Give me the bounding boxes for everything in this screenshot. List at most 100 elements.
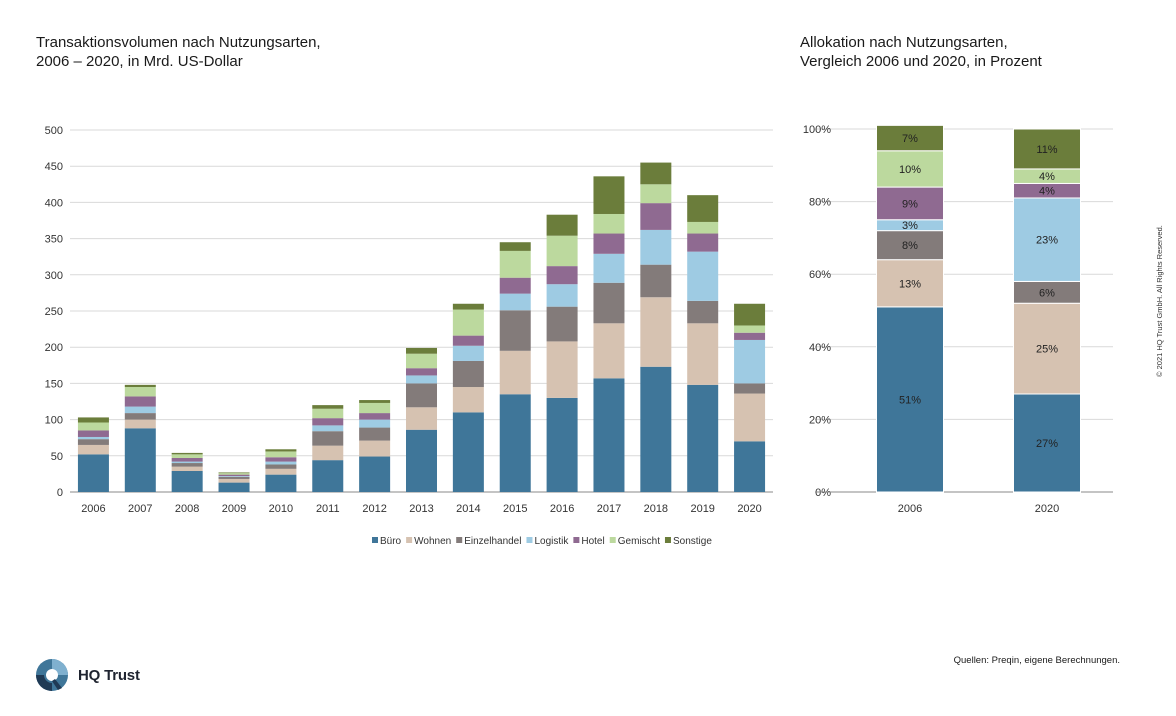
x-tick-label: 2014 — [456, 503, 480, 515]
bar-gemischt-2016 — [546, 235, 578, 267]
stacked-bar-chart-volume: 0 50 100 150 200 250 300 350 400 450 500 2006 2007 20… — [45, 125, 773, 547]
bar-wohnen-2008 — [171, 466, 203, 472]
x-tick-label: 2016 — [550, 503, 574, 515]
data-label-einzelhandel-2006: 8% — [902, 240, 918, 252]
data-label-gemischt-2020: 4% — [1039, 171, 1055, 183]
y-tick-label: 350 — [45, 234, 63, 246]
y-tick-label: 200 — [45, 342, 63, 354]
bar-logistik-2009 — [218, 476, 250, 477]
bar-logistik-2016 — [546, 284, 578, 307]
bar-sonstige-2020 — [1013, 128, 1081, 170]
y-tick-label: 100% — [803, 124, 831, 136]
legend-swatch-einzelhandel — [456, 537, 463, 543]
legend-label-gemischt: Gemischt — [618, 536, 660, 547]
data-label-logistik-2006: 3% — [902, 220, 918, 232]
bar-büro-2012 — [359, 456, 391, 492]
bar-sonstige-2016 — [546, 214, 578, 236]
bar-gemischt-2013 — [406, 353, 437, 369]
bar-büro-2006 — [876, 306, 944, 493]
y-tick-label: 450 — [45, 161, 63, 173]
chart-title-left: Transaktionsvolumen nach Nutzungsarten, … — [36, 33, 496, 71]
bar-hotel-2014 — [452, 335, 484, 346]
legend-swatch-wohnen — [406, 537, 413, 543]
bar-sonstige-2009 — [218, 472, 250, 474]
legend-label-hotel: Hotel — [581, 536, 604, 547]
bar-einzelhandel-2013 — [406, 383, 437, 408]
data-label-wohnen-2006: 13% — [899, 278, 921, 290]
legend-swatch-hotel — [573, 537, 580, 543]
bar-sonstige-2017 — [593, 176, 625, 214]
bar-hotel-2017 — [593, 233, 625, 254]
y-tick-label: 40% — [809, 342, 831, 354]
bar-büro-2015 — [499, 394, 531, 492]
bar-wohnen-2012 — [359, 440, 391, 457]
bar-einzelhandel-2006 — [876, 230, 944, 261]
data-label-sonstige-2006: 7% — [902, 133, 918, 145]
x-tick-label: 2018 — [644, 503, 668, 515]
chart-title-left-line1: Transaktionsvolumen nach Nutzungsarten, — [36, 34, 321, 51]
y-tick-label: 60% — [809, 269, 831, 281]
legend-label-büro: Büro — [380, 536, 402, 547]
source-note: Quellen: Preqin, eigene Berechnungen. — [953, 655, 1120, 666]
bar-büro-2014 — [452, 412, 484, 492]
bar-einzelhandel-2008 — [171, 463, 203, 467]
bar-sonstige-2006 — [77, 417, 109, 423]
bar-logistik-2020 — [734, 339, 766, 384]
bar-hotel-2009 — [218, 474, 250, 477]
bar-gemischt-2006 — [77, 422, 109, 431]
bar-wohnen-2016 — [546, 341, 578, 398]
bar-logistik-2007 — [124, 406, 156, 414]
bar-wohnen-2013 — [406, 407, 437, 430]
bar-logistik-2013 — [406, 375, 437, 384]
bar-logistik-2010 — [265, 461, 297, 465]
y-tick-label: 250 — [45, 306, 63, 318]
bar-wohnen-2020 — [734, 393, 766, 442]
bar-hotel-2015 — [499, 277, 531, 294]
bar-büro-2011 — [312, 460, 344, 492]
bar-einzelhandel-2006 — [77, 439, 109, 445]
bar-gemischt-2010 — [265, 451, 297, 458]
bar-logistik-2008 — [171, 461, 203, 464]
bar-büro-2017 — [593, 378, 625, 492]
bar-büro-2020 — [1013, 393, 1081, 493]
bar-hotel-2012 — [359, 413, 391, 420]
bar-einzelhandel-2014 — [452, 360, 484, 388]
bar-einzelhandel-2016 — [546, 306, 578, 342]
bar-logistik-2018 — [640, 229, 672, 265]
hq-trust-logo: HQ Trust — [34, 655, 140, 695]
bar-hotel-2018 — [640, 203, 672, 230]
data-label-büro-2020: 27% — [1036, 438, 1058, 450]
bar-wohnen-2009 — [218, 478, 250, 483]
bar-büro-2020 — [734, 441, 766, 492]
bar-sonstige-2011 — [312, 405, 344, 409]
bar-wohnen-2015 — [499, 350, 531, 395]
bar-hotel-2016 — [546, 266, 578, 285]
bar-hotel-2007 — [124, 396, 156, 407]
bar-sonstige-2008 — [171, 452, 203, 455]
bar-büro-2010 — [265, 474, 297, 492]
bar-büro-2009 — [218, 482, 250, 492]
bar-sonstige-2014 — [452, 303, 484, 310]
y-tick-label: 0% — [815, 487, 831, 499]
bar-gemischt-2018 — [640, 184, 672, 204]
bar-sonstige-2006 — [876, 124, 944, 152]
bar-hotel-2006 — [77, 430, 109, 437]
bar-wohnen-2006 — [876, 259, 944, 308]
x-tick-label: 2008 — [175, 503, 199, 515]
bar-logistik-2019 — [687, 251, 719, 301]
bar-logistik-2014 — [452, 345, 484, 361]
bar-gemischt-2020 — [734, 325, 766, 333]
bar-gemischt-2015 — [499, 250, 531, 278]
bar-büro-2008 — [171, 471, 203, 492]
legend-label-logistik: Logistik — [534, 536, 569, 547]
bar-wohnen-2006 — [77, 444, 109, 455]
bar-sonstige-2013 — [406, 347, 437, 354]
bar-wohnen-2007 — [124, 419, 156, 429]
bar-gemischt-2006 — [876, 150, 944, 188]
legend-swatch-büro — [372, 537, 378, 543]
x-tick-label: 2011 — [316, 503, 340, 515]
bar-einzelhandel-2009 — [218, 476, 250, 479]
logo-text: HQ Trust — [78, 666, 140, 684]
stacked-bar-chart-allocation: 0% 20% 40% 60% 80% 100% 51% 13% 8% 3% 9% 10% 7% 2006 2… — [803, 124, 1113, 515]
bar-wohnen-2020 — [1013, 302, 1081, 395]
